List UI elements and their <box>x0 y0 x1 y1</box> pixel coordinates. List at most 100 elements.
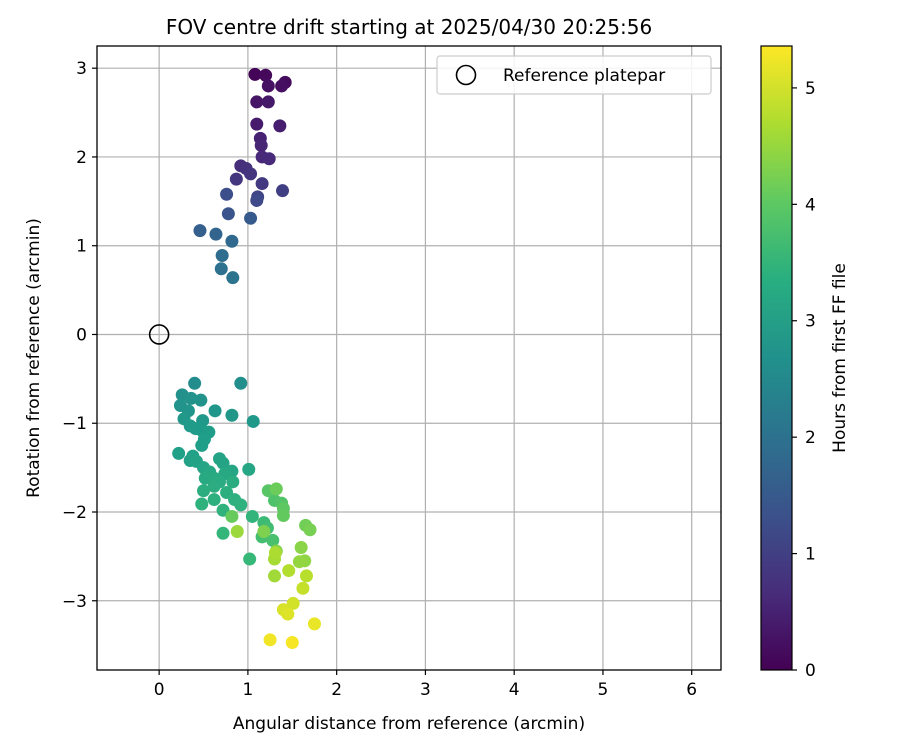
data-point <box>208 404 222 418</box>
colorbar-tick-label: 4 <box>805 195 816 215</box>
grid-lines <box>97 46 721 670</box>
y-tick-label: 1 <box>76 237 87 257</box>
data-point <box>242 462 256 476</box>
x-tick-label: 2 <box>331 680 342 700</box>
colorbar-gradient <box>760 45 793 671</box>
data-point <box>195 497 209 511</box>
y-tick-label: −3 <box>62 592 87 612</box>
data-point <box>299 569 313 583</box>
data-point <box>285 635 299 649</box>
x-tick-label: 1 <box>242 680 253 700</box>
data-point <box>234 376 248 390</box>
data-point <box>273 119 287 133</box>
x-axis-ticks: 0 1 2 3 4 5 6 <box>154 670 697 700</box>
data-point <box>214 262 228 276</box>
data-point <box>292 555 306 569</box>
colorbar-label: Hours from first FF file <box>830 263 850 453</box>
data-point <box>269 482 283 496</box>
data-point <box>250 95 264 109</box>
legend-label: Reference platepar <box>503 66 665 86</box>
data-point <box>296 581 310 595</box>
y-tick-label: −2 <box>62 503 87 523</box>
data-point <box>268 546 282 560</box>
data-point <box>268 569 282 583</box>
data-point <box>250 193 264 207</box>
data-point <box>257 525 271 539</box>
y-tick-label: −1 <box>62 414 87 434</box>
reference-marker <box>148 324 170 345</box>
data-point <box>216 456 230 470</box>
y-axis-ticks: 3 2 1 0 −1 −2 −3 <box>62 59 97 612</box>
reference-point <box>148 324 170 345</box>
colorbar-tick-label: 2 <box>805 428 816 448</box>
data-point <box>197 484 211 498</box>
x-tick-label: 5 <box>598 680 609 700</box>
data-point <box>221 207 235 221</box>
data-point <box>282 564 296 578</box>
data-point <box>243 552 257 566</box>
data-point <box>307 617 321 631</box>
data-point <box>194 393 208 407</box>
data-point <box>184 391 198 405</box>
colorbar-tick-label: 3 <box>805 312 816 332</box>
data-point <box>266 533 280 547</box>
colorbar-ticks: 0 1 2 3 4 5 <box>792 79 816 681</box>
data-point <box>262 152 276 166</box>
data-point <box>244 167 258 181</box>
y-tick-label: 3 <box>76 59 87 79</box>
data-point <box>226 475 240 489</box>
data-point <box>215 248 229 262</box>
data-point <box>226 271 240 285</box>
y-axis-label: Rotation from reference (arcmin) <box>24 218 44 498</box>
colorbar-tick-label: 0 <box>805 661 816 681</box>
data-point <box>286 596 300 610</box>
data-point <box>261 79 275 93</box>
data-point <box>220 187 234 201</box>
data-point <box>209 227 223 241</box>
x-axis-label: Angular distance from reference (arcmin) <box>233 714 585 734</box>
data-point <box>250 117 264 131</box>
data-point <box>225 234 239 248</box>
data-point <box>172 446 186 460</box>
x-tick-label: 6 <box>686 680 697 700</box>
data-point <box>225 408 239 422</box>
colorbar-tick-label: 1 <box>805 545 816 565</box>
y-tick-label: 2 <box>76 148 87 168</box>
legend: Reference platepar <box>436 55 712 95</box>
data-point <box>254 138 268 152</box>
legend-marker <box>455 64 477 86</box>
data-point <box>281 607 295 621</box>
data-point <box>225 509 239 523</box>
data-point <box>193 224 207 238</box>
plot-frame <box>96 45 722 671</box>
data-point <box>216 526 230 540</box>
data-point <box>229 172 243 186</box>
data-point <box>245 509 259 523</box>
data-point <box>244 211 258 225</box>
data-point <box>303 523 317 537</box>
data-point <box>261 95 275 109</box>
x-tick-label: 0 <box>154 680 165 700</box>
data-point <box>188 376 202 390</box>
data-point <box>207 479 221 493</box>
data-point <box>234 498 248 512</box>
y-tick-label: 0 <box>76 325 87 345</box>
x-tick-label: 3 <box>420 680 431 700</box>
data-point <box>275 79 289 93</box>
data-point <box>263 633 277 647</box>
data-points <box>172 67 321 649</box>
x-tick-label: 4 <box>509 680 520 700</box>
data-point <box>230 525 244 539</box>
data-point <box>294 541 308 555</box>
data-point <box>248 67 262 81</box>
chart-title: FOV centre drift starting at 2025/04/30 … <box>166 15 652 39</box>
data-point <box>276 184 290 198</box>
data-point <box>246 414 260 428</box>
data-point <box>259 68 273 82</box>
data-point <box>276 509 290 523</box>
colorbar-tick-label: 5 <box>805 79 816 99</box>
colorbar: 0 1 2 3 4 5 Hours from first FF file <box>760 45 850 681</box>
data-point <box>255 177 269 191</box>
data-point <box>207 493 221 507</box>
